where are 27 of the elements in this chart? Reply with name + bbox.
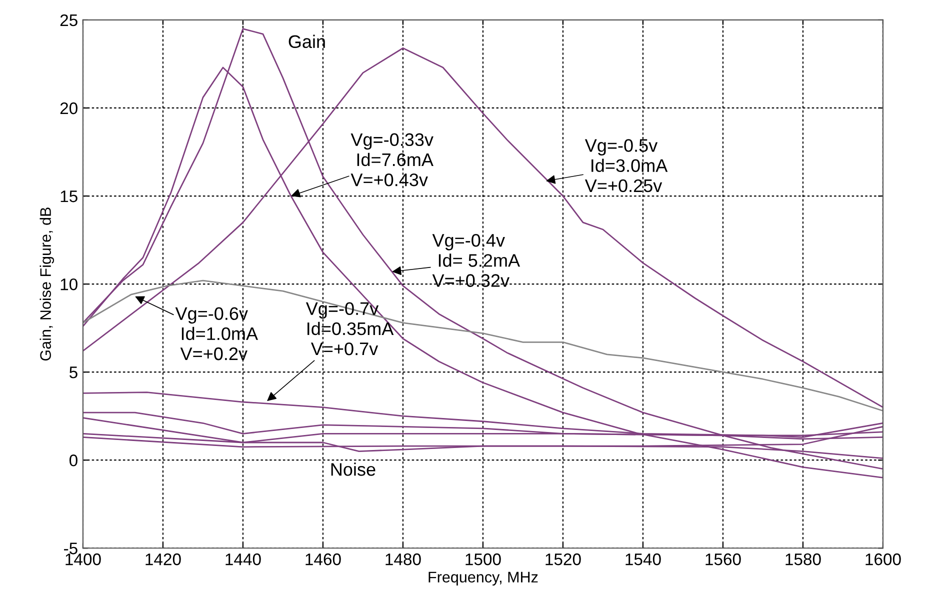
x-tick-label: 1460 — [306, 553, 341, 566]
annotation: Vg=-0.7v Id=0.35mA V=+0.7v — [306, 302, 394, 356]
x-tick-label: 1500 — [466, 553, 501, 566]
y-tick-label: 15 — [60, 190, 78, 202]
x-tick-label: 1560 — [706, 553, 741, 566]
x-tick-label: 1520 — [546, 553, 581, 566]
annotation: Vg=-0.33v Id=7.6mA V=+0.43v — [350, 133, 434, 186]
y-tick-label: 0 — [69, 454, 78, 466]
x-tick-label: 1540 — [626, 553, 661, 566]
x-tick-label: 1400 — [66, 553, 101, 566]
x-tick-label: 1420 — [146, 553, 181, 566]
annotation: Noise — [331, 462, 376, 476]
y-tick-label: 10 — [60, 278, 78, 290]
y-axis-title: Gain, Noise Figure, dB — [40, 208, 54, 361]
annotation: Vg=-0.5v Id=3.0mA V=+0.25v — [584, 139, 668, 192]
annotation: Vg=-0.4v Id= 5.2mA V=+0.32v — [432, 234, 520, 287]
annotation: Vg=-0.6v Id=1.0mA V=+0.2v — [175, 307, 258, 360]
y-tick-label: 5 — [70, 366, 78, 378]
x-tick-label: 1600 — [866, 553, 901, 566]
annotation: Gain — [288, 34, 325, 48]
x-tick-label: 1480 — [386, 553, 421, 566]
x-tick-label: 1580 — [786, 553, 821, 566]
y-tick-label: 25 — [60, 14, 78, 26]
x-tick-label: 1440 — [226, 553, 261, 566]
x-axis-title: Frequency, MHz — [428, 572, 538, 586]
y-tick-label: -5 — [64, 542, 78, 554]
y-tick-label: 20 — [60, 102, 78, 114]
